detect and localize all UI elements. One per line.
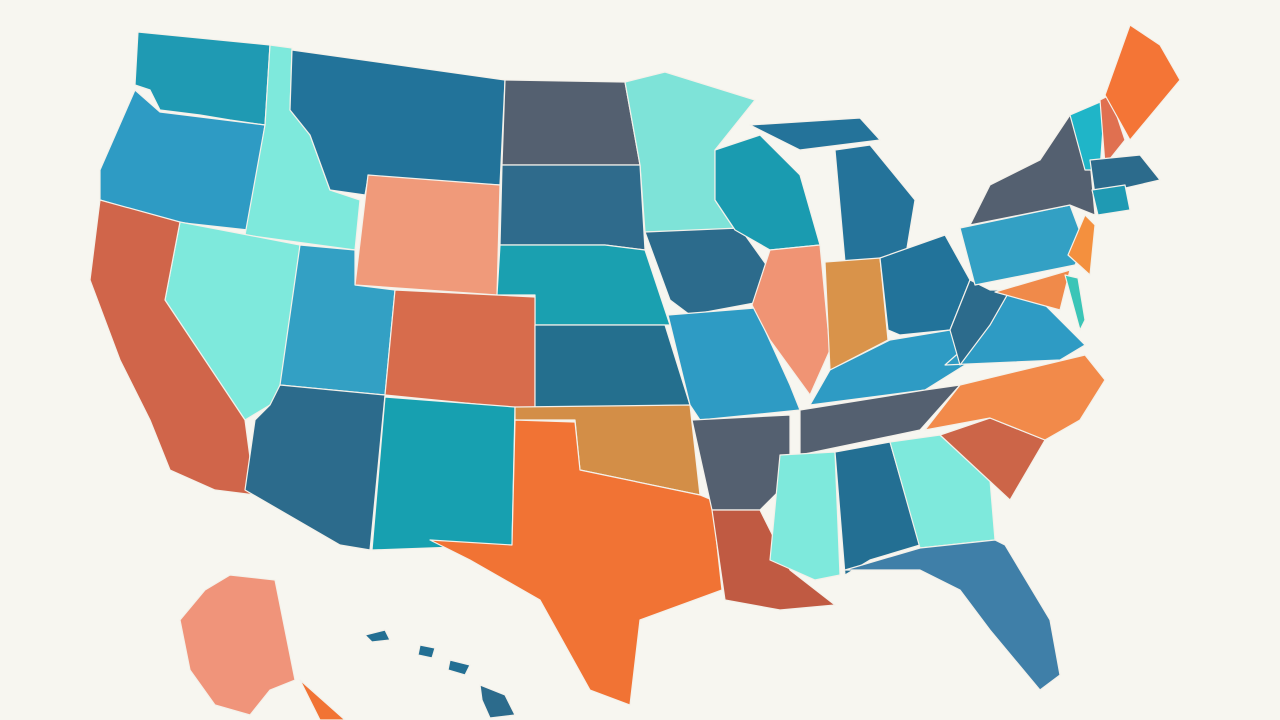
- states: [89, 24, 1181, 720]
- state-or: [99, 89, 266, 231]
- state-md: [994, 269, 1071, 311]
- state-nd: [501, 79, 641, 166]
- state-ca: [89, 199, 256, 496]
- state-nc: [924, 354, 1106, 441]
- state-me: [1104, 24, 1181, 141]
- state-fl: [844, 539, 1061, 691]
- state-hi-3: [447, 659, 471, 676]
- state-ma: [1089, 154, 1161, 196]
- state-tx: [429, 419, 723, 706]
- state-mi: [834, 144, 916, 263]
- state-mi-upper: [749, 117, 881, 151]
- state-il: [751, 244, 831, 396]
- state-nm: [371, 396, 516, 551]
- state-sd: [499, 164, 646, 251]
- state-in: [824, 257, 889, 371]
- state-ky: [809, 329, 966, 406]
- state-ks: [534, 324, 691, 409]
- state-ga: [889, 434, 996, 549]
- state-wy: [354, 174, 501, 296]
- state-ak-tail: [299, 679, 346, 720]
- state-ms: [769, 451, 841, 581]
- state-al: [834, 441, 921, 576]
- state-ak: [179, 574, 296, 716]
- state-hi-4: [479, 684, 516, 719]
- state-nj: [1067, 214, 1096, 276]
- state-hi-1: [364, 629, 391, 643]
- state-tn: [799, 384, 961, 456]
- state-ar: [691, 414, 791, 511]
- state-ct: [1091, 184, 1131, 216]
- state-co: [384, 289, 536, 411]
- state-hi-2: [417, 644, 436, 659]
- state-de: [1064, 274, 1086, 331]
